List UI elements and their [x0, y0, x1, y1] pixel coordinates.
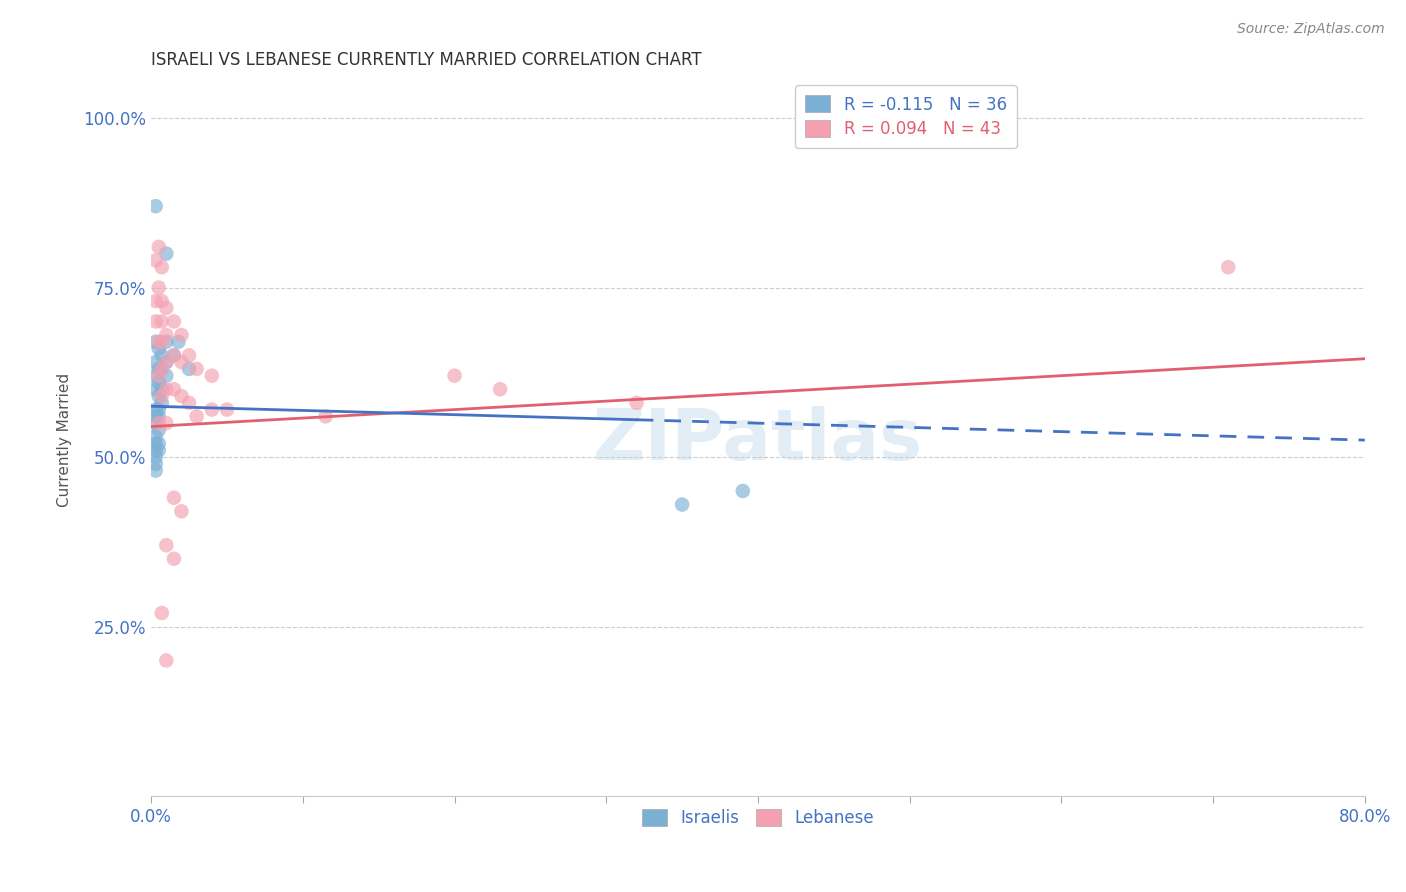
Point [155, 416, 177, 430]
Point [1218, 260, 1240, 275]
Point [148, 376, 170, 390]
Text: Source: ZipAtlas.com: Source: ZipAtlas.com [1237, 22, 1385, 37]
Point [155, 538, 177, 552]
Point [163, 382, 186, 396]
Point [145, 253, 167, 268]
Point [170, 389, 193, 403]
Point [155, 382, 177, 396]
Point [155, 355, 177, 369]
Point [148, 368, 170, 383]
Point [145, 402, 167, 417]
Point [155, 334, 177, 349]
Point [145, 443, 167, 458]
Point [170, 504, 193, 518]
Point [148, 240, 170, 254]
Point [150, 314, 173, 328]
Point [145, 457, 167, 471]
Point [155, 355, 177, 369]
Point [177, 396, 200, 410]
Point [145, 430, 167, 444]
Point [150, 389, 173, 403]
Point [163, 348, 186, 362]
Point [489, 382, 512, 396]
Point [145, 334, 167, 349]
Point [148, 416, 170, 430]
Text: ISRAELI VS LEBANESE CURRENTLY MARRIED CORRELATION CHART: ISRAELI VS LEBANESE CURRENTLY MARRIED CO… [152, 51, 702, 69]
Point [145, 314, 167, 328]
Point [186, 362, 208, 376]
Point [150, 260, 173, 275]
Point [145, 409, 167, 424]
Point [150, 606, 173, 620]
Point [145, 368, 167, 383]
Point [145, 294, 167, 309]
Point [145, 355, 167, 369]
Point [167, 334, 190, 349]
Point [177, 362, 200, 376]
Point [315, 409, 337, 424]
Point [186, 409, 208, 424]
Point [155, 301, 177, 315]
Point [163, 551, 186, 566]
Point [148, 443, 170, 458]
Point [170, 328, 193, 343]
Point [145, 199, 167, 213]
Point [626, 396, 648, 410]
Point [145, 450, 167, 464]
Point [201, 368, 224, 383]
Point [150, 362, 173, 376]
Point [148, 280, 170, 294]
Point [148, 334, 170, 349]
Point [163, 314, 186, 328]
Point [150, 334, 173, 349]
Point [148, 436, 170, 450]
Text: ZIPatlas: ZIPatlas [593, 406, 924, 475]
Point [150, 362, 173, 376]
Point [148, 423, 170, 437]
Point [148, 402, 170, 417]
Point [177, 348, 200, 362]
Point [201, 402, 224, 417]
Point [150, 382, 173, 396]
Point [145, 436, 167, 450]
Point [148, 362, 170, 376]
Point [150, 294, 173, 309]
Point [163, 348, 186, 362]
Point [148, 409, 170, 424]
Point [150, 348, 173, 362]
Point [145, 382, 167, 396]
Point [145, 464, 167, 478]
Point [443, 368, 465, 383]
Point [163, 491, 186, 505]
Point [170, 355, 193, 369]
Point [155, 368, 177, 383]
Point [148, 389, 170, 403]
Point [145, 416, 167, 430]
Legend: Israelis, Lebanese: Israelis, Lebanese [636, 803, 880, 834]
Point [215, 402, 238, 417]
Point [148, 342, 170, 356]
Point [155, 653, 177, 667]
Point [150, 396, 173, 410]
Point [671, 498, 693, 512]
Point [155, 328, 177, 343]
Point [731, 483, 754, 498]
Y-axis label: Currently Married: Currently Married [58, 373, 72, 508]
Point [155, 246, 177, 260]
